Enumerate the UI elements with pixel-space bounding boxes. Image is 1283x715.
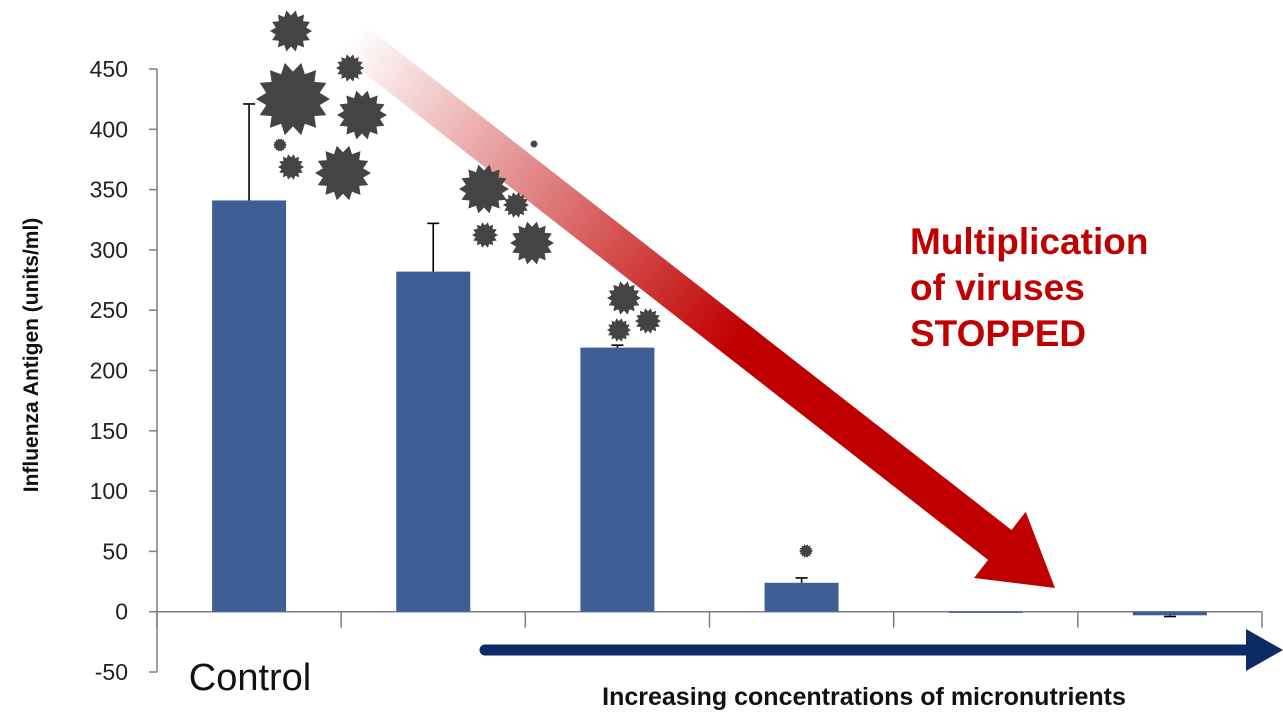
y-tick-label: 450: [90, 56, 128, 82]
callout-line-1: Multiplication: [910, 221, 1148, 262]
y-tick-label: 200: [90, 358, 128, 384]
virus-icon: [510, 221, 554, 265]
virus-icon: [270, 10, 312, 52]
y-tick-label: 100: [90, 478, 128, 504]
virus-particles: [256, 10, 813, 558]
bar: [948, 611, 1023, 613]
virus-icon: [530, 140, 538, 148]
category-label: Control: [189, 657, 312, 699]
y-tick-label: 300: [90, 237, 128, 263]
y-tick-label: 0: [115, 599, 128, 625]
x-axis-title: Increasing concentrations of micronutrie…: [602, 683, 1126, 711]
virus-icon: [503, 192, 529, 218]
concentration-arrow-head: [1246, 629, 1283, 671]
virus-icon: [607, 281, 641, 315]
labels: -50 0 50 100 150 200 250 300 350 400 450 Control: [90, 56, 1283, 699]
virus-icon: [635, 308, 661, 334]
virus-icon: [336, 54, 364, 82]
y-tick-label: 400: [90, 116, 128, 142]
virus-icon: [315, 145, 371, 201]
y-tick-label: 150: [90, 418, 128, 444]
y-tick-label: 50: [102, 538, 128, 564]
bar: [212, 200, 287, 612]
y-axis-title: Influenza Antigen (units/ml): [20, 218, 43, 493]
axes: [149, 68, 1263, 673]
bar: [1132, 611, 1207, 616]
virus-icon: [278, 154, 304, 180]
virus-icon: [273, 138, 287, 152]
virus-icon: [607, 318, 631, 342]
virus-icon: [459, 164, 509, 214]
virus-icon: [256, 62, 330, 136]
bar: [580, 347, 655, 612]
virus-icon: [472, 222, 498, 248]
callout-line-3: STOPPED: [910, 313, 1086, 354]
error-bars: [243, 103, 1176, 618]
decoration-layer: [328, 15, 1055, 588]
virus-icon: [337, 90, 387, 140]
bars: [212, 200, 1207, 616]
virus-icon: [799, 544, 813, 558]
y-tick-label: -50: [95, 659, 128, 685]
callout-line-2: of viruses: [910, 267, 1085, 308]
bar: [396, 271, 471, 612]
y-tick-label: 250: [90, 297, 128, 323]
y-tick-label: 350: [90, 177, 128, 203]
callout-annotation: Multiplication of viruses STOPPED: [910, 221, 1148, 354]
bar: [764, 582, 839, 612]
decline-arrow: [328, 15, 1055, 588]
